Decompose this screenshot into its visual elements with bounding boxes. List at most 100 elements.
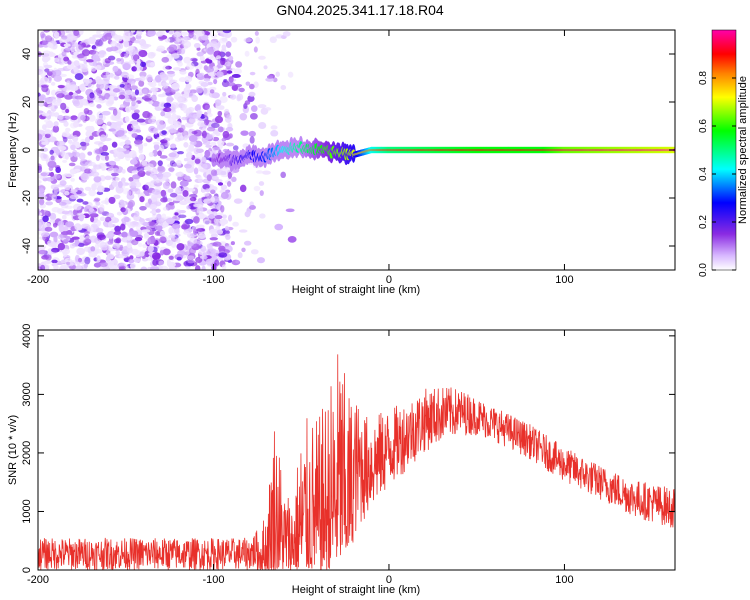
heatmap-cell — [128, 258, 135, 264]
heatmap-cell — [193, 167, 199, 175]
heatmap-cell — [69, 84, 79, 92]
heatmap-cell — [142, 243, 148, 249]
heatmap-cell — [40, 147, 49, 152]
heatmap-cell — [138, 80, 145, 87]
heatmap-cell — [56, 97, 62, 104]
heatmap-cell — [193, 184, 199, 188]
snr-line — [38, 354, 675, 570]
heatmap-cell — [54, 57, 60, 63]
heatmap-cell — [221, 44, 227, 51]
heatmap-cell — [126, 190, 132, 196]
heatmap-cell — [101, 35, 108, 42]
heatmap-cell — [227, 82, 236, 87]
heatmap-cell — [43, 30, 50, 33]
heatmap-cell — [51, 207, 61, 213]
heatmap-cell — [203, 218, 212, 226]
heatmap-cell — [172, 215, 178, 220]
heatmap-cell — [239, 184, 247, 193]
heatmap-cell — [175, 228, 180, 236]
heatmap-cell — [134, 89, 140, 96]
heatmap-cell — [235, 260, 240, 264]
heatmap-cell — [210, 169, 218, 176]
heatmap-cell — [75, 264, 82, 270]
heatmap-cell — [211, 122, 220, 129]
heatmap-cell — [238, 229, 248, 233]
heatmap-cell — [113, 122, 122, 131]
heatmap-cell — [193, 147, 200, 155]
heatmap-cell — [148, 216, 158, 221]
heatmap-cell — [53, 121, 59, 127]
heatmap-cell — [210, 196, 215, 203]
heatmap-cell — [170, 240, 177, 248]
heatmap-cell — [231, 84, 238, 91]
heatmap-cell — [64, 200, 72, 205]
heatmap-cell — [255, 36, 260, 44]
heatmap-cell — [183, 135, 191, 139]
heatmap-cell — [220, 58, 226, 66]
heatmap-cell — [169, 79, 178, 83]
heatmap-cell — [151, 100, 161, 107]
heatmap-cell — [221, 264, 227, 270]
heatmap-cell — [89, 135, 94, 140]
heatmap-cell — [217, 105, 225, 110]
heatmap-cell — [238, 87, 245, 93]
heatmap-cell — [147, 51, 156, 59]
heatmap-cell — [80, 141, 90, 147]
heatmap-cell — [243, 37, 252, 43]
heatmap-cell — [95, 39, 103, 47]
heatmap-cell — [38, 129, 45, 135]
heatmap-cell — [216, 229, 223, 235]
heatmap-cell — [163, 112, 172, 119]
heatmap-cell — [163, 102, 172, 108]
heatmap-cell — [272, 77, 278, 83]
heatmap-cell — [50, 155, 55, 161]
heatmap-cell — [183, 56, 191, 64]
heatmap-cell — [93, 164, 102, 170]
colorbar-tick-label: 0.6 — [698, 119, 709, 133]
heatmap-cell — [84, 79, 90, 85]
heatmap-cell — [116, 147, 122, 152]
snr-x-label: Height of straight line (km) — [292, 584, 420, 596]
heatmap-cell — [235, 61, 243, 68]
heatmap-cell — [258, 122, 267, 130]
heatmap-cell — [117, 262, 125, 267]
snr-x-ticks: -200 -100 0 100 — [27, 330, 574, 586]
heatmap-cell — [195, 103, 201, 110]
heatmap-cell — [88, 36, 97, 44]
heatmap-cell — [98, 50, 107, 56]
heatmap-cell — [83, 230, 91, 235]
heatmap-cell — [258, 55, 266, 60]
heatmap-cell — [231, 176, 237, 183]
heatmap-cell — [90, 246, 96, 252]
heatmap-cell — [177, 176, 182, 181]
heatmap-cell — [205, 258, 213, 266]
heatmap-cell — [251, 105, 258, 112]
heatmap-cell — [181, 224, 188, 230]
heatmap-cell — [112, 108, 118, 116]
x-tick-label: 100 — [555, 274, 573, 286]
heatmap-cell — [45, 35, 53, 43]
heatmap-cell — [44, 68, 50, 73]
heatmap-cell — [106, 212, 115, 219]
spectrogram-y-label: Frequency (Hz) — [7, 112, 19, 188]
heatmap-cell — [153, 143, 160, 151]
heatmap-cell — [168, 30, 174, 35]
heatmap-cell — [175, 186, 182, 193]
heatmap-cell — [42, 153, 48, 159]
heatmap-cell — [65, 108, 70, 114]
heatmap-cell — [249, 136, 255, 144]
heatmap-cell — [148, 81, 157, 88]
heatmap-cell — [205, 66, 214, 73]
heatmap-cell — [163, 107, 172, 112]
heatmap-cell — [70, 115, 78, 121]
heatmap-cell — [189, 196, 197, 202]
heatmap-cell — [138, 154, 145, 161]
heatmap-cell — [191, 95, 198, 102]
heatmap-cell — [88, 114, 96, 122]
heatmap-cell — [263, 65, 268, 70]
heatmap-cell — [287, 71, 294, 78]
heatmap-cell — [210, 233, 218, 238]
heatmap-cell — [44, 97, 53, 103]
heatmap-cell — [186, 205, 191, 210]
